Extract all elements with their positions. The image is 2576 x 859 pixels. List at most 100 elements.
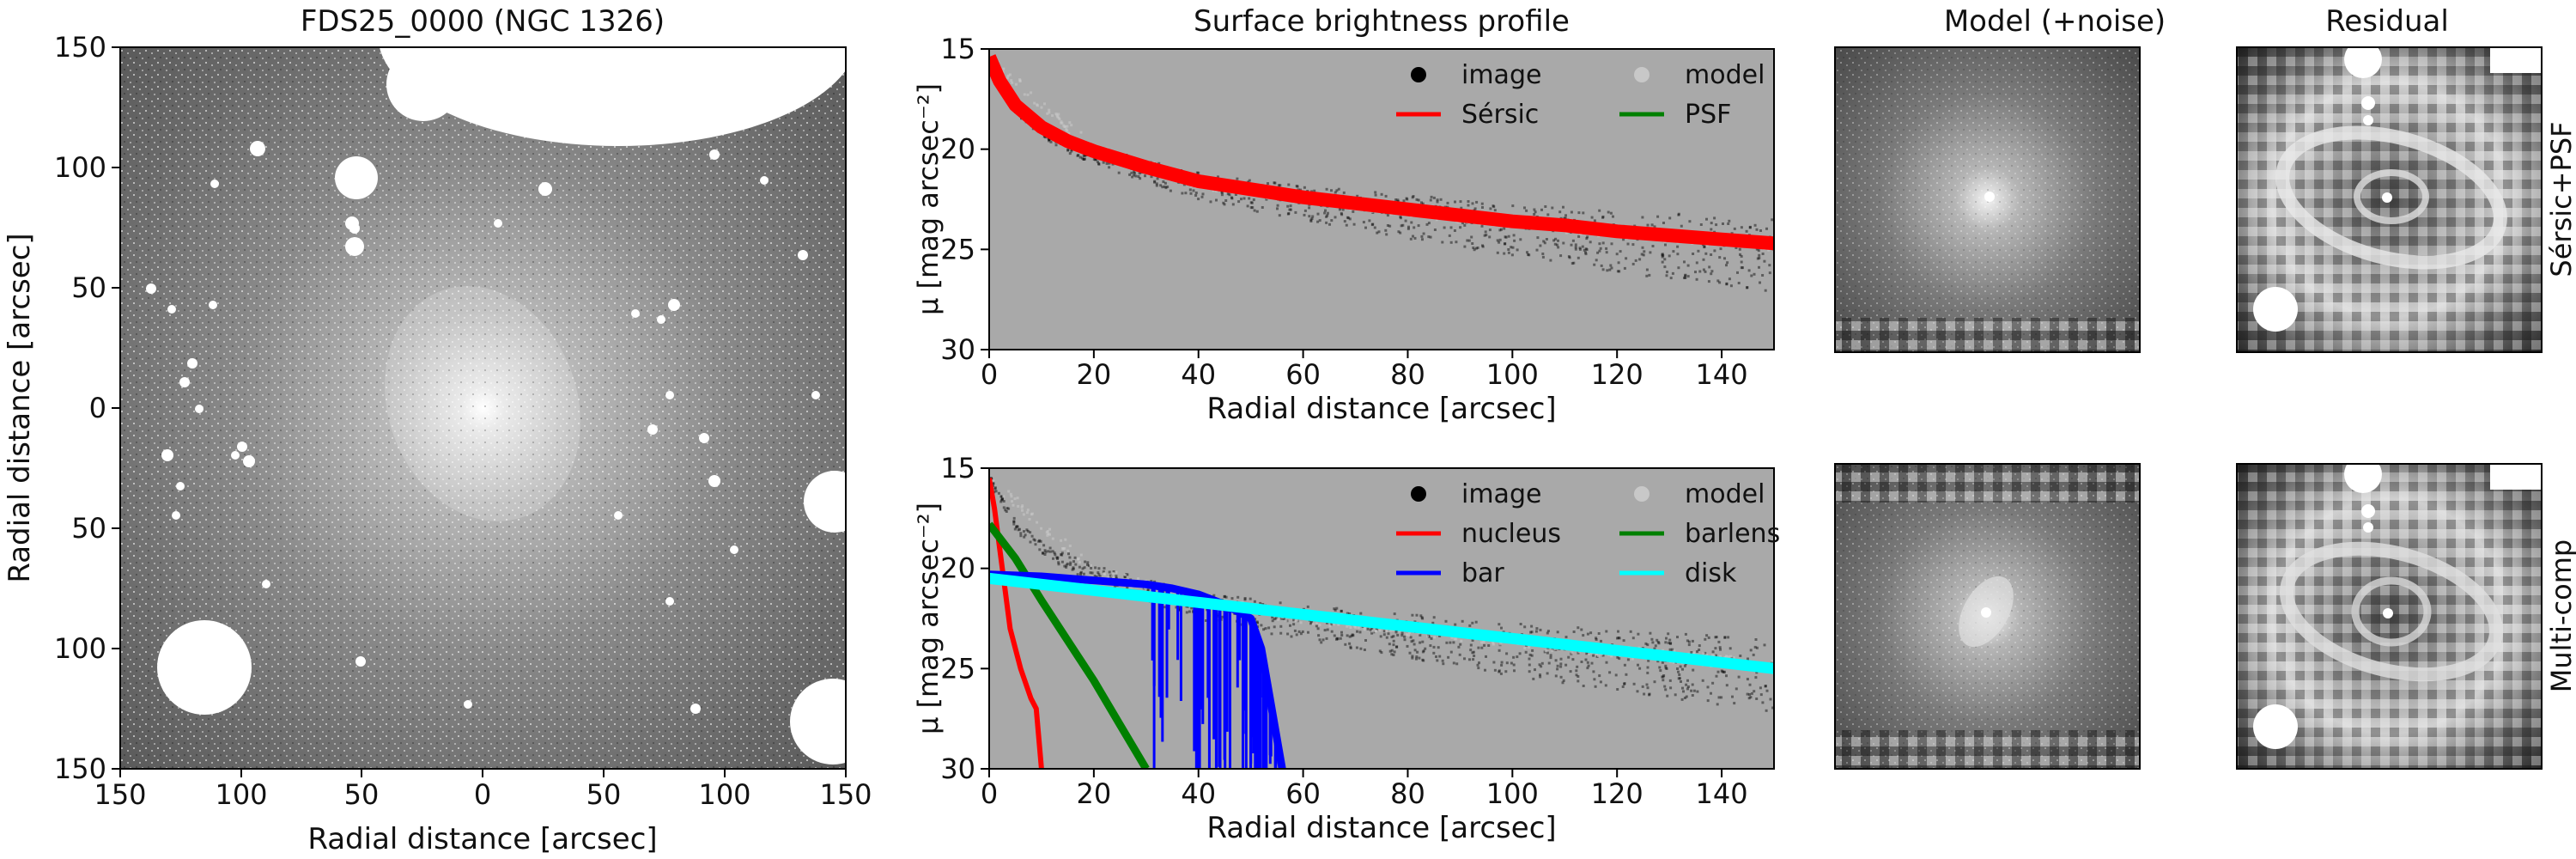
model-point xyxy=(1587,652,1590,655)
image-point xyxy=(1318,638,1321,642)
image-point xyxy=(992,481,995,484)
image-point xyxy=(1665,637,1668,640)
image-point xyxy=(1084,154,1087,157)
model-point xyxy=(1296,618,1299,622)
image-point xyxy=(1330,630,1334,633)
image-point xyxy=(1653,225,1656,228)
image-point xyxy=(1686,679,1689,682)
model-point xyxy=(1346,624,1349,628)
image-point xyxy=(1048,138,1051,141)
model-point xyxy=(1328,624,1332,628)
image-point xyxy=(1422,659,1425,662)
image-point xyxy=(1769,698,1772,701)
model-point xyxy=(1407,631,1411,634)
image-point xyxy=(1641,246,1644,249)
x-tick-label: 20 xyxy=(1077,777,1112,810)
model-point xyxy=(1009,492,1012,496)
image-point xyxy=(1725,283,1728,286)
image-point xyxy=(1086,561,1090,564)
image-point xyxy=(1625,673,1628,676)
image-point xyxy=(1539,628,1542,631)
image-point xyxy=(1528,663,1531,667)
image-point xyxy=(1768,264,1771,267)
image-point xyxy=(1067,552,1070,556)
image-point xyxy=(1499,672,1503,675)
image-point xyxy=(1728,647,1732,650)
image-point xyxy=(1421,658,1425,661)
sky-y-tick: 0 xyxy=(89,392,106,424)
image-point xyxy=(1013,527,1017,531)
image-point xyxy=(1585,237,1589,241)
image-point xyxy=(1417,198,1420,202)
image-point xyxy=(1395,645,1399,649)
model-point xyxy=(1048,108,1051,112)
image-point xyxy=(1686,264,1690,267)
image-point xyxy=(1042,544,1046,547)
image-point xyxy=(1388,649,1392,653)
image-point xyxy=(1750,274,1753,277)
image-point xyxy=(1493,209,1497,212)
image-point xyxy=(1212,594,1216,597)
image-point xyxy=(1321,638,1325,642)
image-point xyxy=(1528,653,1532,656)
image-point xyxy=(1616,270,1619,273)
image-point xyxy=(1707,280,1710,283)
image-point xyxy=(1065,564,1068,567)
image-point xyxy=(1449,641,1452,644)
sky-image-title: FDS25_0000 (NGC 1326) xyxy=(301,4,665,39)
image-point xyxy=(1534,210,1537,214)
image-point xyxy=(1079,574,1083,577)
model-point xyxy=(1046,533,1049,537)
image-point xyxy=(1333,634,1336,637)
image-point xyxy=(1595,638,1598,641)
image-point xyxy=(1325,637,1328,640)
image-point xyxy=(1292,623,1296,626)
image-point xyxy=(1651,245,1655,247)
image-point xyxy=(1647,659,1650,662)
image-point xyxy=(1437,646,1440,649)
image-point xyxy=(1048,550,1052,553)
model-point xyxy=(1060,539,1063,542)
image-point xyxy=(1622,238,1625,241)
image-point xyxy=(1307,631,1309,634)
image-point xyxy=(1359,647,1363,650)
image-point xyxy=(1687,643,1691,647)
image-point xyxy=(1577,256,1580,259)
model-point xyxy=(1103,573,1106,576)
image-point xyxy=(1042,135,1046,138)
image-point xyxy=(1524,650,1528,654)
image-point xyxy=(1308,206,1311,210)
image-point xyxy=(1556,631,1559,634)
image-point xyxy=(1469,649,1473,652)
model-point xyxy=(1022,513,1025,516)
image-point xyxy=(1112,570,1115,573)
image-point xyxy=(1480,224,1484,228)
image-point xyxy=(1564,216,1567,220)
image-point xyxy=(1580,628,1583,631)
image-point xyxy=(1324,209,1327,212)
image-point xyxy=(1616,637,1619,640)
image-point xyxy=(1622,639,1625,643)
image-point xyxy=(1529,631,1533,634)
image-point xyxy=(1415,198,1419,201)
image-point xyxy=(1340,609,1343,612)
series-line-barlens xyxy=(989,521,1150,769)
image-point xyxy=(1525,209,1528,212)
image-point xyxy=(1043,553,1047,556)
image-point xyxy=(1608,671,1612,674)
image-point xyxy=(1656,638,1659,642)
image-point xyxy=(1150,175,1153,179)
image-point xyxy=(1271,616,1274,619)
image-point xyxy=(1192,189,1195,192)
image-point xyxy=(1704,651,1707,655)
model-point xyxy=(1046,529,1049,533)
model-point xyxy=(1021,509,1024,512)
image-point xyxy=(1737,282,1741,284)
model-point xyxy=(1048,533,1051,536)
image-point xyxy=(1427,235,1431,239)
image-point xyxy=(1746,286,1749,289)
image-point xyxy=(1555,243,1558,247)
model-point xyxy=(1450,636,1454,639)
sky-x-tick: 150 xyxy=(819,778,872,811)
image-point xyxy=(1715,674,1718,678)
